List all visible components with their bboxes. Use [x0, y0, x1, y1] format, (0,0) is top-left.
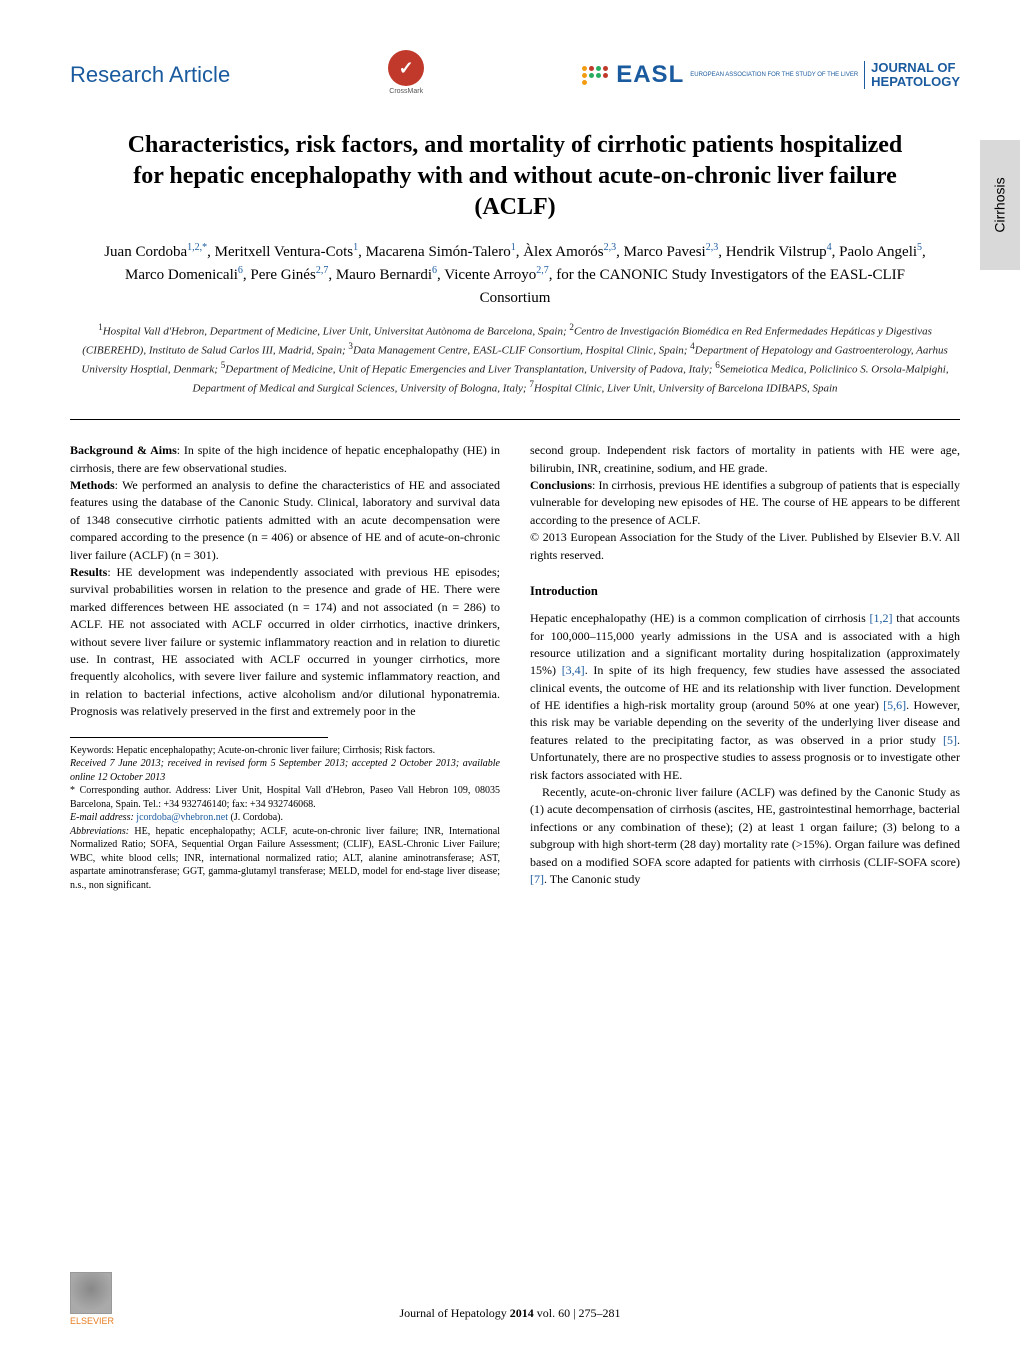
- intro-para-2: Recently, acute-on-chronic liver failure…: [530, 784, 960, 888]
- authors: Juan Cordoba1,2,*, Meritxell Ventura-Cot…: [90, 240, 940, 310]
- keywords: Keywords: Hepatic encephalopathy; Acute-…: [70, 744, 500, 758]
- abstract-conclusions: Conclusions: In cirrhosis, previous HE i…: [530, 477, 960, 529]
- footnotes: Keywords: Hepatic encephalopathy; Acute-…: [70, 744, 500, 893]
- easl-dots-icon: [582, 66, 610, 85]
- citation-link[interactable]: [5,6]: [883, 698, 906, 712]
- abbreviations: Abbreviations: HE, hepatic encephalopath…: [70, 825, 500, 893]
- divider: [70, 419, 960, 420]
- citation-link[interactable]: [7]: [530, 872, 544, 886]
- journal-name: JOURNAL OF HEPATOLOGY: [864, 61, 960, 90]
- abstract-results-cont: second group. Independent risk factors o…: [530, 442, 960, 477]
- citation-link[interactable]: [1,2]: [870, 611, 893, 625]
- introduction-heading: Introduction: [530, 582, 960, 600]
- abstract-results: Results: HE development was independentl…: [70, 564, 500, 721]
- crossmark-label: CrossMark: [389, 88, 423, 95]
- left-column: Background & Aims: In spite of the high …: [70, 442, 500, 892]
- side-tab: Cirrhosis: [980, 140, 1020, 270]
- right-column: second group. Independent risk factors o…: [530, 442, 960, 892]
- abstract-background: Background & Aims: In spite of the high …: [70, 442, 500, 477]
- article-title: Characteristics, risk factors, and morta…: [110, 130, 920, 224]
- citation-link[interactable]: [5]: [943, 733, 957, 747]
- email-link[interactable]: jcordoba@vhebron.net: [136, 812, 228, 823]
- abstract-methods: Methods: We performed an analysis to def…: [70, 477, 500, 564]
- affiliations: 1Hospital Vall d'Hebron, Department of M…: [80, 321, 950, 397]
- crossmark-badge[interactable]: CrossMark: [381, 50, 431, 100]
- citation-link[interactable]: [3,4]: [562, 663, 585, 677]
- two-column-body: Background & Aims: In spite of the high …: [70, 442, 960, 892]
- journal-logo: EASL EUROPEAN ASSOCIATION FOR THE STUDY …: [582, 61, 960, 90]
- journal-tagline: EUROPEAN ASSOCIATION FOR THE STUDY OF TH…: [690, 72, 858, 79]
- copyright: © 2013 European Association for the Stud…: [530, 529, 960, 564]
- page-header: Research Article CrossMark EASL EUROPEAN…: [70, 50, 960, 100]
- section-label: Research Article: [70, 62, 230, 88]
- email-line: E-mail address: jcordoba@vhebron.net (J.…: [70, 811, 500, 825]
- intro-para-1: Hepatic encephalopathy (HE) is a common …: [530, 610, 960, 784]
- page-footer: Journal of Hepatology 2014 vol. 60 | 275…: [0, 1306, 1020, 1321]
- side-tab-label: Cirrhosis: [992, 177, 1008, 232]
- corresponding-author: * Corresponding author. Address: Liver U…: [70, 784, 500, 811]
- footnote-divider: [70, 737, 328, 738]
- journal-org: EASL: [616, 61, 684, 88]
- crossmark-icon: [388, 50, 424, 86]
- received-dates: Received 7 June 2013; received in revise…: [70, 757, 500, 784]
